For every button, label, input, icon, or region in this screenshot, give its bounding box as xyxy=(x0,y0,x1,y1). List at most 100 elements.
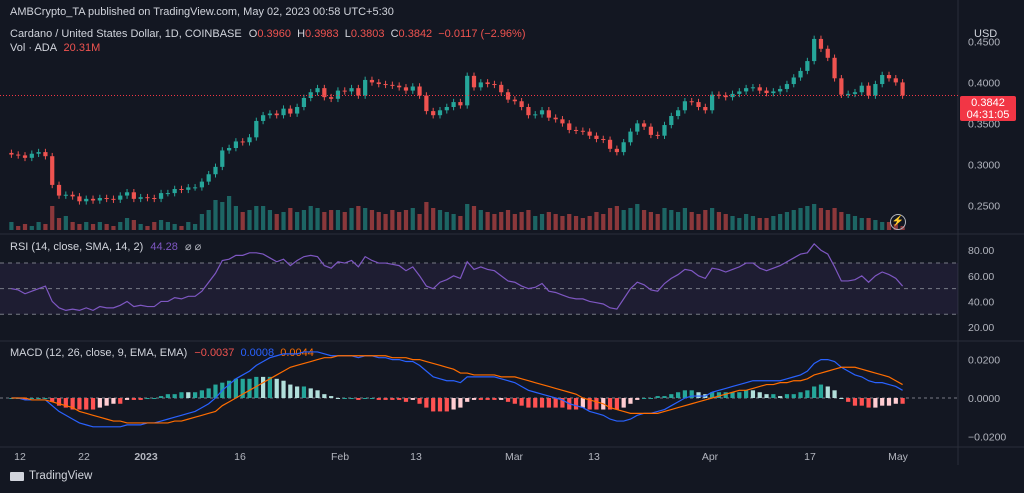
rsi-label[interactable]: RSI (14, close, SMA, 14, 2) xyxy=(10,241,144,253)
volume-bar xyxy=(764,218,769,230)
volume-bar xyxy=(315,208,320,230)
volume-bar xyxy=(859,218,864,230)
candle-body xyxy=(560,119,565,124)
macd-hist-bar xyxy=(560,398,565,408)
o-value: 0.3960 xyxy=(257,28,291,40)
volume-bar xyxy=(267,210,273,230)
macd-hist-bar xyxy=(655,396,660,398)
macd-hist-bar xyxy=(451,398,456,410)
volume-bar xyxy=(478,210,483,230)
macd-hist-bar xyxy=(710,392,715,398)
macd-hist-bar xyxy=(471,398,477,400)
candle-body xyxy=(873,84,878,96)
candle-body xyxy=(866,85,871,96)
volume-bar xyxy=(492,214,497,230)
volume-bar xyxy=(580,218,585,230)
macd-hist-bar xyxy=(465,398,470,402)
candle-body xyxy=(261,115,266,121)
x-tick: 13 xyxy=(410,451,422,463)
macd-hist-bar xyxy=(852,398,858,406)
candle-body xyxy=(478,82,483,88)
volume-bar xyxy=(84,222,89,230)
candle-body xyxy=(267,113,273,116)
candle-body xyxy=(723,95,728,98)
candle-body xyxy=(744,88,749,92)
macd-hist-bar xyxy=(737,392,742,398)
candle-body xyxy=(118,195,123,200)
candle-body xyxy=(519,101,524,107)
candle-body xyxy=(628,131,633,143)
candle-body xyxy=(635,123,640,132)
volume-bar xyxy=(369,210,375,230)
volume-bar xyxy=(329,210,334,230)
candle-body xyxy=(247,137,252,143)
macd-hist-bar xyxy=(131,398,136,400)
macd-hist-bar xyxy=(410,398,415,400)
macd-hist-bar xyxy=(886,398,892,406)
macd-hist-bar xyxy=(594,398,599,410)
macd-hist-value: −0.0037 xyxy=(194,347,235,359)
volume-bar xyxy=(179,226,184,230)
macd-label[interactable]: MACD (12, 26, close, 9, EMA, EMA) xyxy=(10,347,188,359)
volume-bar xyxy=(880,222,885,230)
candle-body xyxy=(812,38,817,62)
volume-bar xyxy=(172,224,177,230)
candle-body xyxy=(315,88,320,93)
candle-body xyxy=(199,181,204,188)
macd-hist-bar xyxy=(158,396,164,398)
lightning-icon[interactable]: ⚡ xyxy=(890,214,906,230)
rsi-tick: 60.00 xyxy=(968,271,994,283)
macd-hist-bar xyxy=(744,390,749,398)
candle-body xyxy=(124,192,130,196)
candle-body xyxy=(97,198,102,201)
price-tick: 0.3500 xyxy=(968,118,1000,130)
volume-bar xyxy=(206,210,211,230)
volume-bar xyxy=(444,212,449,230)
volume-bar xyxy=(254,206,259,230)
macd-hist-bar xyxy=(723,392,728,398)
volume-bar xyxy=(628,208,633,230)
candle-body xyxy=(36,152,41,154)
volume-bar xyxy=(77,224,82,230)
candle-body xyxy=(675,110,681,117)
candle-body xyxy=(880,75,885,85)
candle-body xyxy=(138,197,143,199)
volume-bar xyxy=(36,222,41,230)
macd-hist-bar xyxy=(478,398,483,400)
macd-hist-bar xyxy=(771,394,776,398)
macd-hist-bar xyxy=(247,378,252,398)
volume-bar xyxy=(485,212,490,230)
candle-body xyxy=(335,90,341,99)
macd-hist-bar xyxy=(458,398,463,408)
candle-body xyxy=(410,86,415,91)
volume-bar xyxy=(186,222,191,230)
macd-hist-bar xyxy=(750,390,756,398)
x-tick: Mar xyxy=(505,451,524,463)
tradingview-logo: TradingView xyxy=(10,470,92,482)
candle-body xyxy=(553,117,558,120)
symbol-label[interactable]: Cardano / United States Dollar, 1D, COIN… xyxy=(10,28,242,40)
candle-body xyxy=(9,152,14,155)
macd-hist-bar xyxy=(499,398,504,400)
volume-bar xyxy=(791,210,796,230)
volume-bar xyxy=(322,212,327,230)
candle-body xyxy=(63,194,68,196)
volume-bar xyxy=(349,208,354,230)
candle-body xyxy=(614,148,619,153)
volume-bar xyxy=(226,196,232,230)
x-tick: 13 xyxy=(588,451,600,463)
macd-hist-bar xyxy=(145,398,150,399)
vol-label[interactable]: Vol · ADA xyxy=(10,42,57,54)
candle-body xyxy=(301,97,307,107)
volume-bar xyxy=(648,212,653,230)
x-tick: Feb xyxy=(331,451,349,463)
candle-body xyxy=(716,94,722,96)
volume-bar xyxy=(465,204,470,230)
candle-body xyxy=(226,148,232,151)
volume-bar xyxy=(451,214,456,230)
volume-bar xyxy=(22,224,28,230)
macd-hist-bar xyxy=(363,398,368,399)
price-tick: 0.3000 xyxy=(968,159,1000,171)
macd-hist-bar xyxy=(226,380,232,398)
candle-body xyxy=(771,91,776,94)
